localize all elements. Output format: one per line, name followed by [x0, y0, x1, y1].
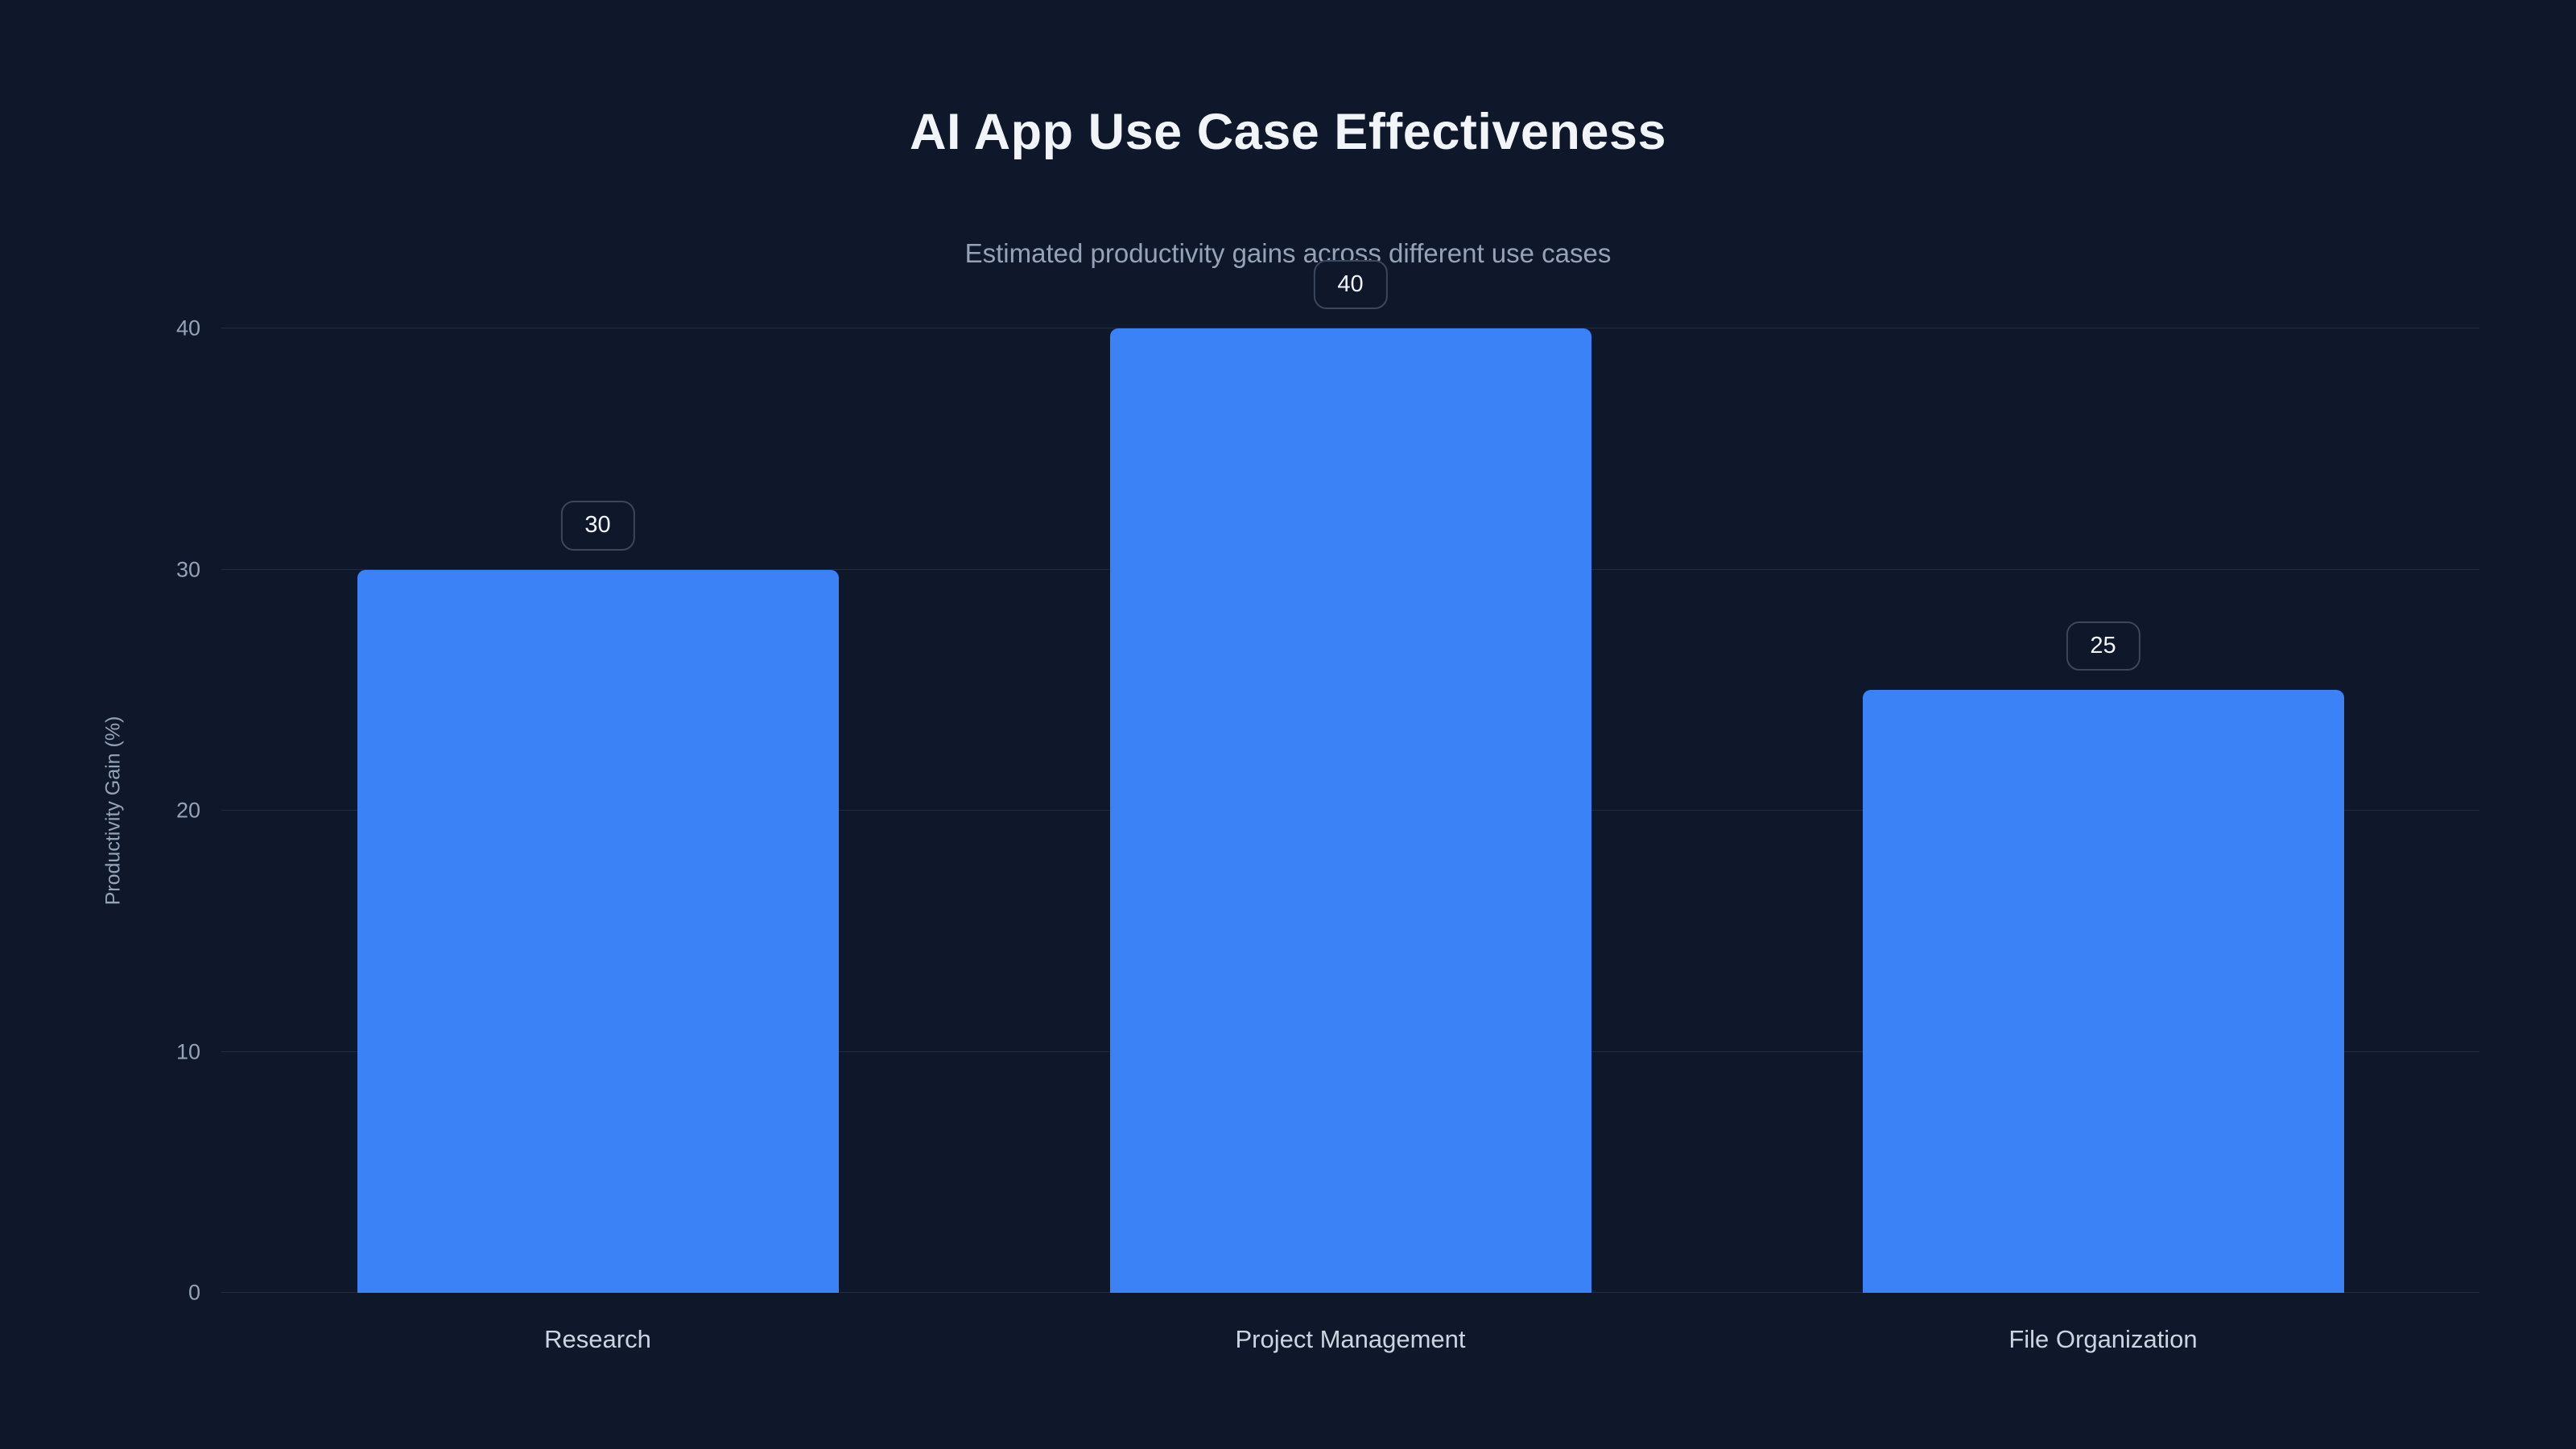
- y-tick-label: 40: [175, 316, 200, 341]
- chart-header: AI App Use Case Effectiveness Estimated …: [0, 0, 2576, 269]
- x-axis-label: Research: [544, 1325, 651, 1353]
- y-tick-label: 30: [175, 557, 200, 581]
- chart-title: AI App Use Case Effectiveness: [909, 104, 1667, 160]
- bar-project-management: 40: [1109, 259, 1591, 1293]
- bar-file-organization: 25: [1862, 621, 2344, 1293]
- bar-column: 40 Project Management: [974, 259, 1727, 1353]
- x-axis-label: File Organization: [2008, 1325, 2198, 1353]
- y-axis-title: Productivity Gain (%): [101, 716, 125, 906]
- value-badge: 25: [2066, 621, 2140, 671]
- chart-subtitle: Estimated productivity gains across diff…: [964, 238, 1612, 268]
- y-tick-label: 20: [175, 798, 200, 823]
- bar-column: 25 File Organization: [1727, 328, 2479, 1353]
- bar-column: 30 Research: [221, 328, 974, 1353]
- y-tick-label: 10: [175, 1039, 200, 1063]
- value-badge: 40: [1313, 259, 1388, 309]
- plot-area: Productivity Gain (%) 0 10 20 30 40 30 Researc…: [102, 259, 2479, 1353]
- x-axis-label: Project Management: [1235, 1325, 1466, 1353]
- y-tick-label: 0: [188, 1280, 200, 1305]
- value-badge: 30: [560, 501, 635, 551]
- bar-research: 30: [357, 501, 839, 1293]
